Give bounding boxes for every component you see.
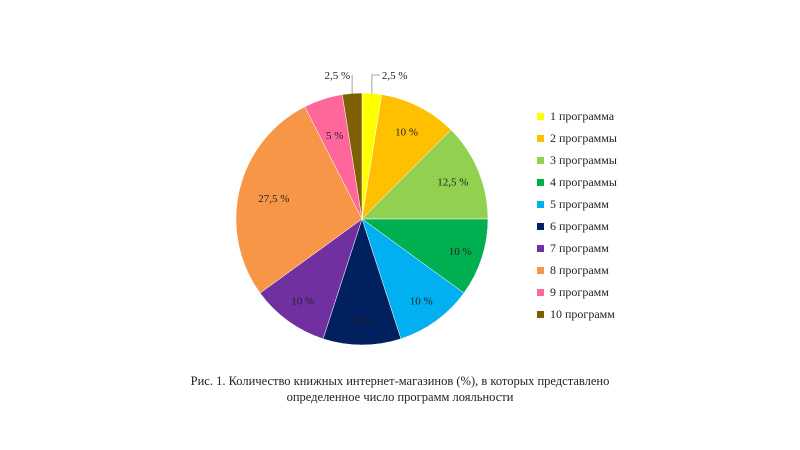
data-label: 10 % (291, 296, 314, 308)
data-label: 2,5 % (382, 70, 408, 82)
pie-slice (361, 218, 465, 340)
data-label: 2,5 % (324, 70, 350, 82)
caption-line-2: определенное число программ лояльности (286, 390, 514, 404)
pie-slice (342, 92, 363, 220)
leader-lines (351, 74, 380, 94)
data-label: 10 % (410, 296, 433, 308)
legend-swatch (537, 201, 544, 208)
legend-swatch (537, 267, 544, 274)
legend-label: 5 программ (550, 197, 609, 211)
legend-label: 2 программы (550, 131, 617, 145)
pie-slice (235, 106, 363, 294)
legend-swatch (537, 135, 544, 142)
legend-swatch (537, 113, 544, 120)
data-label: 12,5 % (437, 176, 468, 188)
legend-swatch (537, 157, 544, 164)
legend-swatch (537, 289, 544, 296)
data-label: 10 % (395, 126, 418, 138)
pie-slice (361, 129, 489, 220)
pie-slice (259, 218, 363, 340)
legend-swatch (537, 179, 544, 186)
legend-label: 3 программы (550, 153, 617, 167)
legend-label: 9 программ (550, 285, 609, 299)
data-labels: 2,5 % 10 % 12,5 % 10 % 10 % 10 % 10 % 27,5 % 5 %… (258, 70, 472, 327)
pie-slice (361, 94, 452, 220)
legend-label: 7 программ (550, 241, 609, 255)
figure-caption: Рис. 1. Количество книжных интернет-мага… (120, 373, 680, 405)
leader-line (371, 74, 380, 94)
data-label: 27,5 % (258, 193, 289, 205)
legend: 1 программа 2 программы 3 программы 4 прогр… (537, 109, 617, 321)
legend-label: 1 программа (550, 109, 615, 123)
legend-label: 4 программы (550, 175, 617, 189)
legend-swatch (537, 245, 544, 252)
pie-slices (235, 92, 489, 346)
legend-swatch (537, 311, 544, 318)
pie-slice (322, 218, 402, 346)
legend-swatch (537, 223, 544, 230)
data-label: 10 % (449, 246, 472, 258)
data-label: 5 % (326, 130, 343, 142)
legend-label: 6 программ (550, 219, 609, 233)
data-label: 10 % (351, 315, 374, 327)
pie-slice (361, 218, 489, 294)
legend-label: 8 программ (550, 263, 609, 277)
legend-label: 10 программ (550, 307, 615, 321)
caption-line-1: Рис. 1. Количество книжных интернет-мага… (190, 374, 610, 388)
